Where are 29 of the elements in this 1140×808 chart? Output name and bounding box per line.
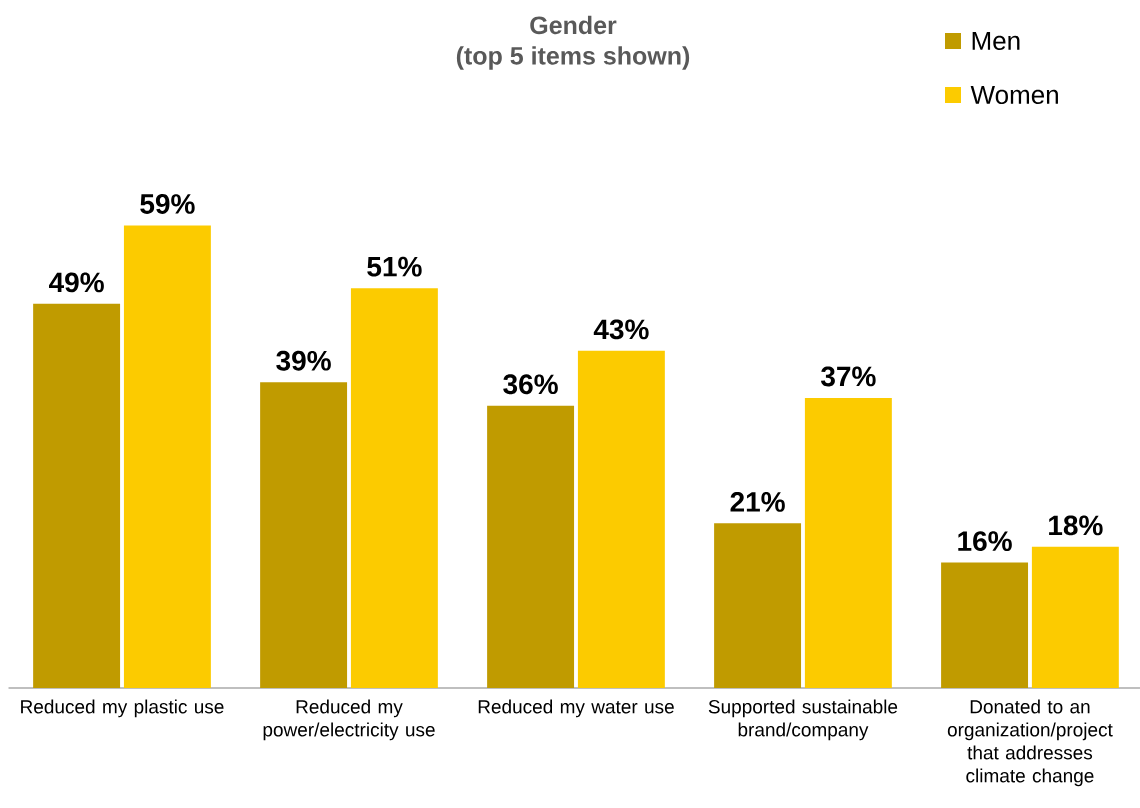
data-label: 43%: [593, 319, 649, 340]
x-tick-label: Supported sustainable brand/company: [708, 699, 898, 741]
bar: [714, 523, 802, 688]
data-label: 51%: [367, 256, 422, 277]
x-tick-label: Reduced my power/electricity use: [263, 699, 435, 741]
data-label: 49%: [49, 272, 104, 293]
data-label: 37%: [820, 366, 876, 387]
x-tick-label: Reduced my water use: [478, 699, 674, 718]
chart-title: Gender: [530, 15, 617, 35]
data-label: 59%: [140, 194, 195, 214]
data-label: 16%: [958, 531, 1012, 552]
bar: [123, 225, 211, 688]
bar: [941, 562, 1029, 688]
bar: [487, 405, 575, 688]
x-tick-label: Reduced my plastic use: [21, 699, 224, 718]
data-label: 21%: [730, 492, 785, 512]
bar: [804, 397, 892, 688]
bar: [33, 303, 121, 688]
bar: [350, 288, 438, 688]
data-label: 39%: [276, 350, 331, 371]
bar: [260, 382, 348, 688]
bar: [1031, 546, 1119, 688]
chart-subtitle: (top 5 items shown): [456, 46, 690, 70]
bar: [577, 350, 665, 688]
x-tick-label: Donated to an organization/project that addresses climate change: [947, 699, 1113, 787]
data-label: 18%: [1049, 515, 1103, 536]
legend-label: Women: [970, 85, 1058, 105]
data-label: 36%: [503, 374, 558, 395]
legend-label: Men: [972, 31, 1020, 51]
